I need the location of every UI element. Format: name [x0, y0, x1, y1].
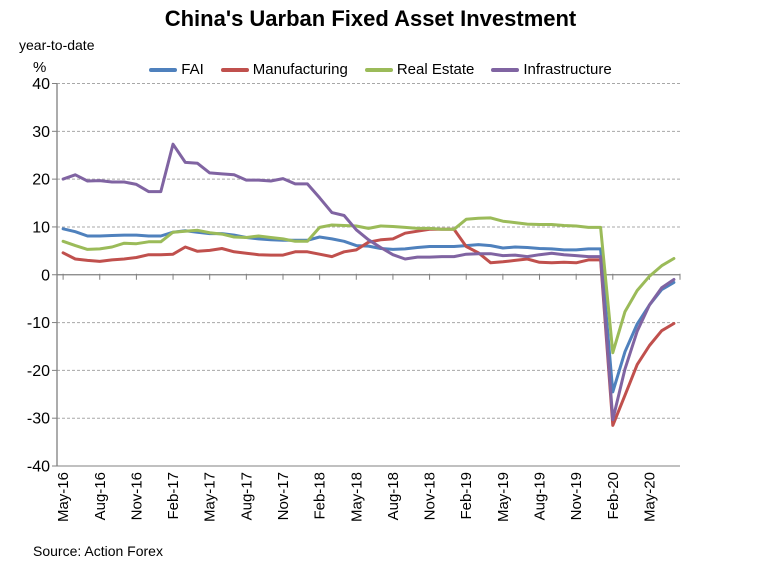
y-axis-label: -10 [27, 315, 50, 332]
x-axis-label: May-17 [202, 472, 219, 522]
series-line-manufacturing [61, 227, 676, 427]
legend-swatch-manufacturing [220, 67, 249, 72]
legend-label-fai: FAI [181, 61, 204, 78]
x-axis-label: Aug-16 [92, 472, 109, 520]
x-axis-label: May-18 [348, 472, 365, 522]
x-axis-label: May-16 [55, 472, 72, 522]
y-axis-label: 0 [41, 267, 50, 284]
x-axis-label: Nov-18 [422, 472, 439, 520]
x-axis-label: Aug-17 [238, 472, 255, 520]
legend-item-real-estate: Real Estate [364, 61, 475, 78]
x-axis-label: Feb-18 [312, 472, 329, 520]
x-axis-label: Aug-18 [385, 472, 402, 520]
y-axis-label: -40 [27, 459, 50, 476]
legend-label-manufacturing: Manufacturing [252, 61, 348, 78]
legend-swatch-fai [149, 67, 178, 72]
legend-swatch-real-estate [364, 67, 393, 72]
y-axis-unit-label: % [33, 59, 47, 76]
y-axis-label: -20 [27, 363, 50, 380]
legend-item-infrastructure: Infrastructure [491, 61, 612, 78]
y-axis-label: 20 [32, 172, 50, 189]
chart-title: China's Uarban Fixed Asset Investment [164, 6, 577, 31]
legend-label-infrastructure: Infrastructure [523, 61, 612, 78]
legend-swatch-infrastructure [491, 67, 520, 72]
x-axis-label: Feb-20 [605, 472, 622, 520]
x-axis-label: May-20 [641, 472, 658, 522]
y-axis-annotation: year-to-date [19, 37, 95, 53]
series-line-real-estate [61, 216, 676, 355]
series-line-infrastructure [61, 142, 676, 422]
chart-legend: FAI Manufacturing Real Estate Infrastructur… [0, 61, 761, 78]
x-axis-label: Nov-16 [128, 472, 145, 520]
legend-item-manufacturing: Manufacturing [220, 61, 348, 78]
series-line-fai [61, 227, 676, 394]
source-text: Source: Action Forex [33, 543, 163, 559]
y-axis-label: 40 [32, 76, 50, 93]
x-axis-label: Nov-17 [275, 472, 292, 520]
legend-label-real-estate: Real Estate [396, 61, 475, 78]
x-axis-label: Nov-19 [568, 472, 585, 520]
y-axis-label: 10 [32, 219, 50, 236]
legend-item-fai: FAI [149, 61, 204, 78]
x-axis-label: Aug-19 [532, 472, 549, 520]
y-axis-label: 30 [32, 124, 50, 141]
y-axis-label: -30 [27, 411, 50, 428]
x-axis-label: Feb-17 [165, 472, 182, 520]
x-axis-label: May-19 [495, 472, 512, 522]
x-axis-label: Feb-19 [458, 472, 475, 520]
